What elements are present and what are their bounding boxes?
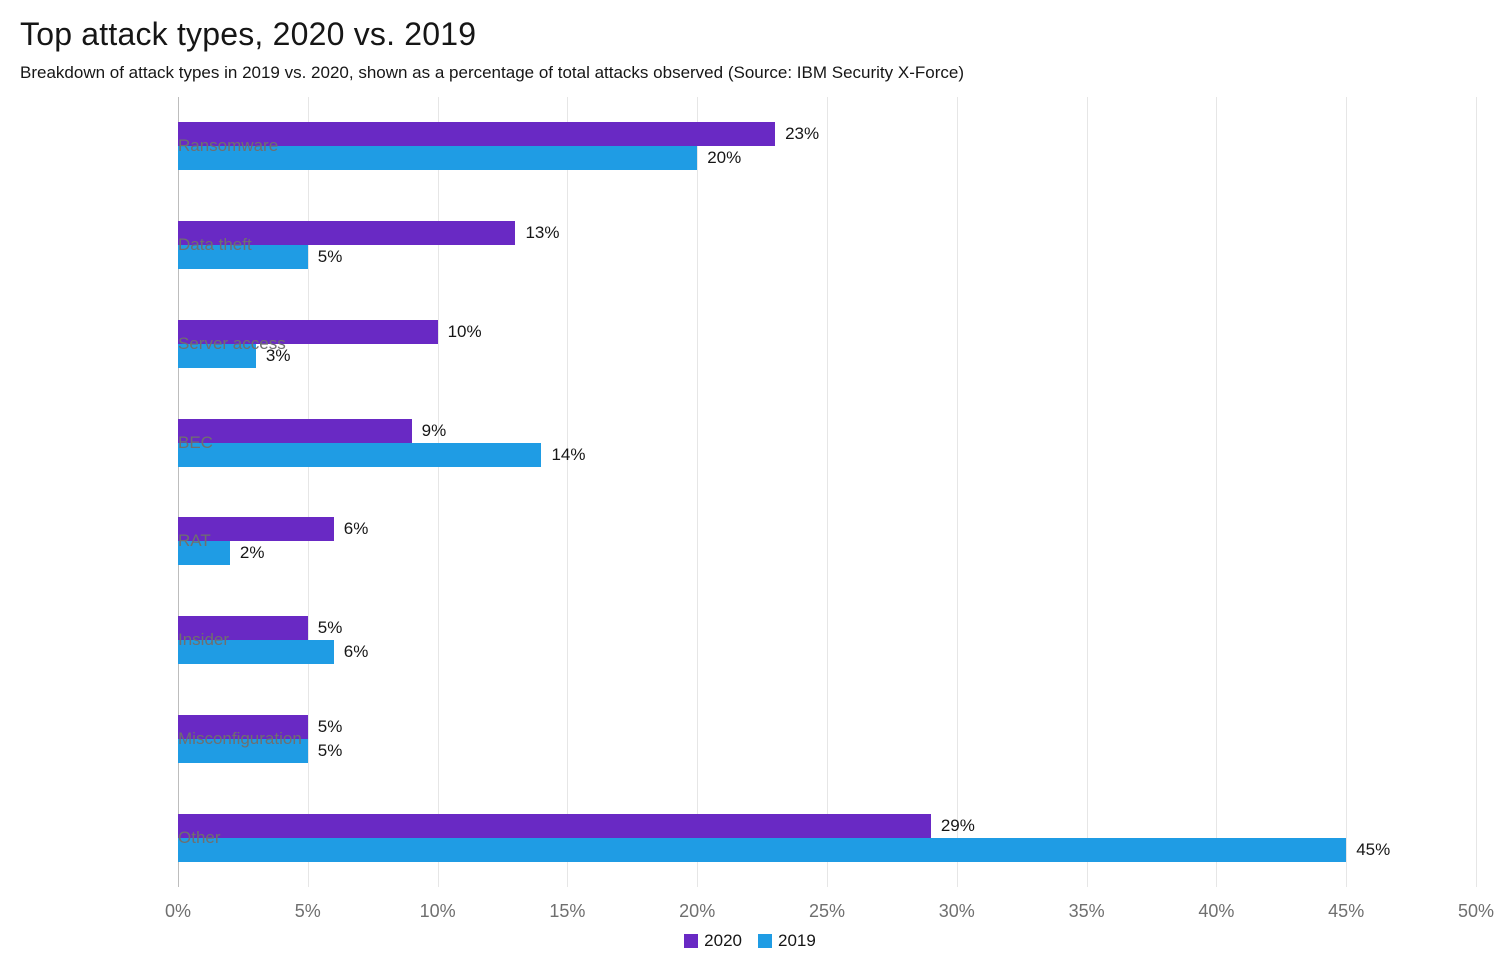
x-tick-label: 50% [1458,901,1494,922]
value-label: 13% [525,223,559,243]
legend-label: 2020 [704,931,742,951]
x-tick-label: 20% [679,901,715,922]
bar-2019 [178,838,1346,862]
bar-group: 29% 45% [178,814,1476,862]
legend-swatch [684,934,698,948]
value-label: 20% [707,148,741,168]
x-tick-label: 35% [1069,901,1105,922]
x-gridline [308,97,309,887]
bar-2020 [178,814,931,838]
chart-subtitle: Breakdown of attack types in 2019 vs. 20… [20,63,1480,83]
category-label: BEC [178,433,190,453]
x-tick-label: 15% [549,901,585,922]
x-tick-label: 40% [1198,901,1234,922]
x-gridline [697,97,698,887]
x-gridline [827,97,828,887]
x-tick-label: 5% [295,901,321,922]
value-label: 5% [318,717,343,737]
legend-swatch [758,934,772,948]
category-label: Server access [178,334,190,354]
x-gridline [1216,97,1217,887]
bar-group: 6% 2% [178,517,1476,565]
value-label: 10% [448,322,482,342]
bar-group: 5%5% [178,715,1476,763]
bar-2019 [178,443,541,467]
legend-item-2020: 2020 [684,931,742,951]
x-tick-label: 25% [809,901,845,922]
category-label: RAT [178,531,190,551]
x-gridline [178,97,179,887]
value-label: 23% [785,124,819,144]
value-label: 9% [422,421,447,441]
x-tick-label: 30% [939,901,975,922]
x-gridline [957,97,958,887]
legend-item-2019: 2019 [758,931,816,951]
value-label: 6% [344,519,369,539]
value-label: 5% [318,618,343,638]
x-gridline [1087,97,1088,887]
legend: 2020 2019 [0,931,1500,953]
x-gridline [1346,97,1347,887]
value-label: 2% [240,543,265,563]
x-gridline [438,97,439,887]
bar-group: 9% 14% [178,419,1476,467]
plot-area: 23%20%13%5%10%3%9%14%6%2%5%6%5%5%29%45% … [20,97,1480,887]
value-label: 5% [318,741,343,761]
category-label: Insider [178,630,190,650]
value-label: 5% [318,247,343,267]
chart-container: Top attack types, 2020 vs. 2019 Breakdow… [0,0,1500,945]
value-label: 29% [941,816,975,836]
x-tick-label: 45% [1328,901,1364,922]
x-tick-label: 0% [165,901,191,922]
value-label: 6% [344,642,369,662]
bar-group: 5%6% [178,616,1476,664]
bar-2020 [178,419,412,443]
value-label: 45% [1356,840,1390,860]
x-tick-label: 10% [420,901,456,922]
bar-group: 23% 20% [178,122,1476,170]
value-label: 14% [551,445,585,465]
x-gridline [567,97,568,887]
category-label: Data theft [178,235,190,255]
x-gridlines [178,97,1476,887]
category-label: Other [178,828,190,848]
bar-group: 13% 5% [178,221,1476,269]
chart-title: Top attack types, 2020 vs. 2019 [20,16,1480,53]
bar-group: 10%3% [178,320,1476,368]
category-label: Misconfiguration [178,729,190,749]
category-label: Ransomware [178,136,190,156]
x-gridline [1476,97,1477,887]
legend-label: 2019 [778,931,816,951]
